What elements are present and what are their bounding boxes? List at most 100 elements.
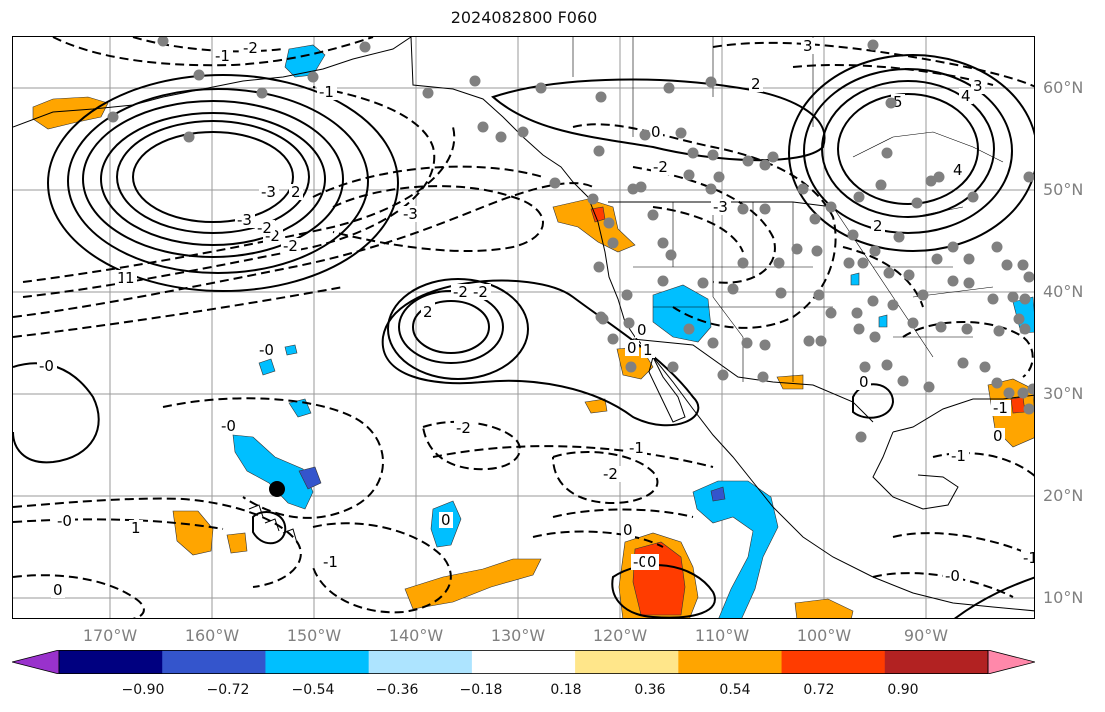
contour-label-bg bbox=[219, 418, 239, 434]
contour-label: 5 bbox=[893, 93, 903, 111]
contour-label: 3 bbox=[803, 37, 813, 55]
station-dot bbox=[775, 287, 787, 299]
high-central-1 bbox=[412, 300, 490, 354]
contour-label-bg bbox=[37, 358, 57, 374]
station-dot bbox=[183, 131, 195, 143]
contour-label: 3 bbox=[973, 77, 983, 95]
station-dot bbox=[893, 231, 905, 243]
contour-label: 0 bbox=[859, 373, 869, 391]
station-dot bbox=[717, 369, 729, 381]
contour-label-bg bbox=[321, 554, 341, 570]
contour-label-bg bbox=[289, 184, 303, 200]
colorbar-segment bbox=[265, 650, 370, 674]
contour-label: 2 bbox=[423, 303, 433, 321]
station-dot bbox=[803, 335, 815, 347]
contour-label: 1 bbox=[125, 269, 135, 287]
station-dot bbox=[707, 149, 719, 161]
contour-label-bg bbox=[801, 38, 815, 54]
contour-label: 2 bbox=[751, 75, 761, 93]
colorbar-extend-low bbox=[12, 650, 60, 674]
contour-label-bg bbox=[439, 512, 453, 528]
station-dot bbox=[993, 325, 1005, 337]
station-dot bbox=[595, 91, 607, 103]
colorbar-segment bbox=[162, 650, 266, 674]
contour-label-bg bbox=[621, 522, 635, 538]
station-dot bbox=[705, 183, 717, 195]
neg-contour-east-1 bbox=[572, 123, 837, 329]
contour-labels: -2-1-2-3-2-3-32-21-1345200-02-2-2-1-2-0-… bbox=[37, 37, 1034, 599]
blue-patch-nevada bbox=[652, 284, 712, 343]
orange-patch-oregon bbox=[552, 198, 636, 253]
contour-label: -3 bbox=[713, 198, 728, 216]
station-dot bbox=[811, 245, 823, 257]
station-dot bbox=[549, 177, 561, 189]
lon-label-140w: 140°W bbox=[388, 626, 444, 645]
neg-contour-gulf-3 bbox=[892, 532, 1034, 558]
station-dot bbox=[935, 321, 947, 333]
high-north-pacific-4 bbox=[82, 100, 344, 258]
contour-label-bg bbox=[213, 48, 233, 64]
neg-contour-north-2 bbox=[132, 37, 284, 53]
colorbar-extend-high bbox=[987, 650, 1035, 674]
orange-patch-small-a bbox=[584, 398, 608, 414]
red-patch-oregon bbox=[590, 206, 606, 223]
station-dot bbox=[991, 241, 1003, 253]
station-dot bbox=[931, 253, 943, 265]
neg-contour-mid-4 bbox=[312, 165, 544, 198]
station-dot bbox=[607, 333, 619, 345]
lon-label-100w: 100°W bbox=[796, 626, 852, 645]
station-dot bbox=[987, 293, 999, 305]
contour-label-bg bbox=[51, 582, 65, 598]
station-dot bbox=[1023, 271, 1034, 283]
station-dot bbox=[621, 289, 633, 301]
station-dot bbox=[256, 87, 268, 99]
contour-label-bg bbox=[951, 162, 965, 178]
station-dot bbox=[593, 261, 605, 273]
colorbar-outline bbox=[58, 650, 989, 674]
contour-label: -2 bbox=[453, 283, 468, 301]
station-dot bbox=[961, 323, 973, 335]
orange-patch-aleutian bbox=[32, 96, 109, 130]
map-panel: -2-1-2-3-2-3-32-21-1345200-02-2-2-1-2-0-… bbox=[12, 36, 1035, 619]
station-dot bbox=[1003, 387, 1015, 399]
neg-contour-south-8 bbox=[432, 445, 714, 468]
station-dot bbox=[857, 257, 869, 269]
station-dot bbox=[469, 75, 481, 87]
contour-label: -1 bbox=[993, 399, 1008, 417]
contour-label: 0 bbox=[53, 581, 63, 599]
high-north-pacific-1 bbox=[132, 131, 294, 223]
contour-label: 0 bbox=[441, 511, 451, 529]
colorbar-tick-6: 0.18 bbox=[550, 682, 582, 698]
blue-patch-tiny-a bbox=[850, 272, 860, 286]
station-dot bbox=[665, 249, 677, 261]
contour-label: -0 bbox=[259, 341, 274, 359]
colorbar-tick-4: −0.36 bbox=[375, 682, 419, 698]
contour-label-bg bbox=[401, 206, 421, 222]
red-patch-gulf bbox=[1010, 396, 1026, 414]
high-central-3 bbox=[387, 278, 529, 380]
station-dot bbox=[759, 159, 771, 171]
orange-patch-hawaii-south bbox=[172, 510, 214, 556]
contour-label-bg bbox=[317, 84, 337, 100]
contour-label-bg bbox=[651, 159, 671, 175]
station-dot bbox=[923, 381, 935, 393]
orange-patch-pacific-band bbox=[404, 558, 542, 610]
station-dot bbox=[625, 361, 637, 373]
contour-label: -0 bbox=[39, 357, 54, 375]
contour-label-bg bbox=[454, 420, 474, 436]
neg-contour-east-3 bbox=[652, 206, 744, 253]
chart-title: 2024082800 F060 bbox=[450, 8, 598, 27]
colorbar-segment bbox=[575, 650, 679, 674]
station-dot bbox=[307, 71, 319, 83]
station-dot bbox=[843, 257, 855, 269]
station-dot bbox=[1001, 259, 1013, 271]
map-canvas: -2-1-2-3-2-3-32-21-1345200-02-2-2-1-2-0-… bbox=[13, 37, 1034, 618]
contour-label: 4 bbox=[961, 87, 971, 105]
contour-label: 0 bbox=[623, 521, 633, 539]
blue-patch-small-c bbox=[284, 344, 298, 356]
contour-label: 1 bbox=[117, 269, 127, 287]
station-dot bbox=[1017, 387, 1029, 399]
contour-label: 2 bbox=[873, 217, 883, 235]
orange-patch-hawaii-tiny bbox=[226, 532, 248, 554]
station-dot bbox=[422, 87, 434, 99]
